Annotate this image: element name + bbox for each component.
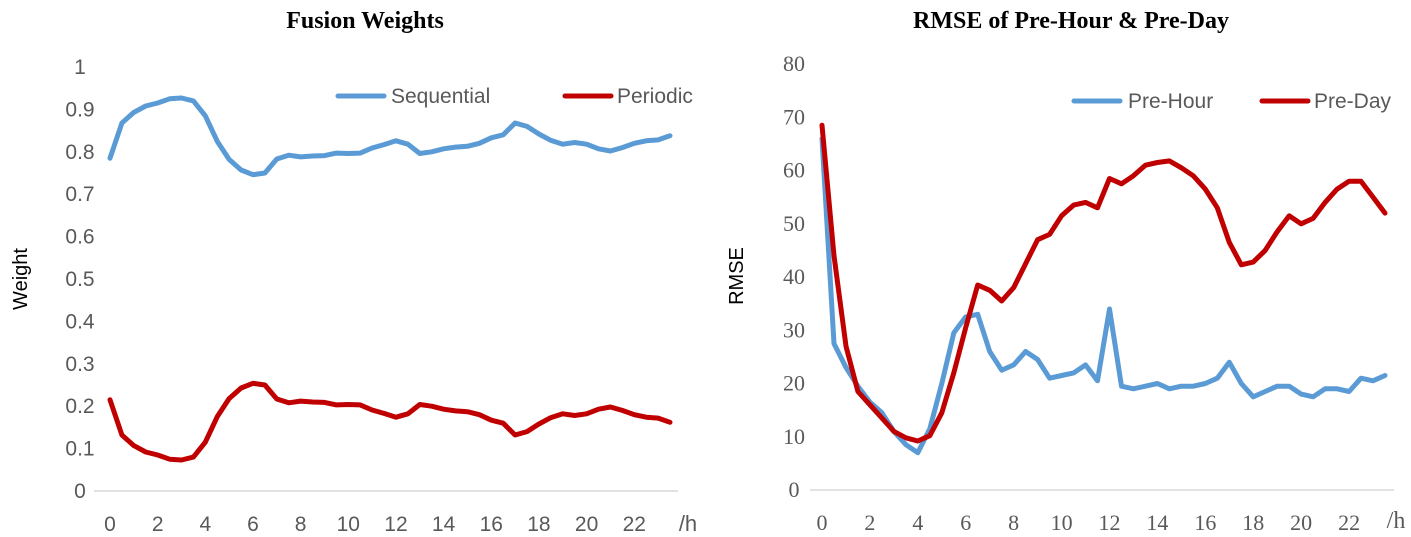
y-axis-label: RMSE [726,247,748,305]
x-tick-label: 12 [1098,510,1120,535]
series-line-pre-hour [819,136,1388,456]
x-tick-label: 0 [817,510,828,535]
x-tick-label: 2 [152,513,164,536]
series-line-periodic [107,380,673,463]
fusion-weights-chart: Fusion Weights Weight 0 0.1 0.2 0.3 0.4 0.5 0.… [10,8,697,536]
y-tick-label: 80 [783,51,805,76]
x-tick-label: 20 [1290,510,1312,535]
y-tick-label: 0.7 [65,183,94,206]
x-tick-label: 6 [960,510,971,535]
y-tick-label: 0.8 [65,141,94,164]
x-tick-label: 8 [1008,510,1019,535]
series-group [819,122,1388,456]
series-line-sequential [107,95,673,178]
chart-title: RMSE of Pre-Hour & Pre-Day [913,8,1229,34]
y-tick-label: 10 [783,424,805,449]
y-tick-label: 0 [789,477,800,502]
legend: Pre-Hour Pre-Day [1071,90,1392,113]
legend: Sequential Periodic [335,85,693,108]
x-tick-label: 6 [247,513,259,536]
x-tick-label: 14 [432,513,456,536]
x-tick-label: 10 [337,513,360,536]
y-tick-label: 40 [783,264,805,289]
y-tick-label: 60 [783,158,805,183]
y-tick-label: 70 [783,104,805,129]
x-tick-label: 2 [864,510,875,535]
x-tick-label: 4 [912,510,923,535]
y-tick-label: 20 [783,371,805,396]
x-tick-label: 12 [384,513,407,536]
x-tick-label: 0 [104,513,116,536]
chart-title: Fusion Weights [286,8,444,34]
x-tick-label: 18 [1242,510,1264,535]
series-line-pre-day [819,122,1388,444]
x-unit-label: /h [1387,508,1406,534]
legend-label-periodic: Periodic [617,85,693,108]
x-tick-label: 14 [1146,510,1168,535]
series-group [107,95,673,463]
y-tick-label: 0.1 [65,438,94,461]
x-tick-label: 22 [1338,510,1360,535]
y-axis-label: Weight [10,248,32,310]
y-tick-label: 0.2 [65,395,94,418]
y-tick-label: 0.3 [65,353,94,376]
y-tick-label: 0.6 [65,226,94,249]
x-tick-label: 10 [1051,510,1073,535]
legend-label-sequential: Sequential [391,85,490,108]
x-tick-label: 8 [295,513,307,536]
x-unit-label: /h [679,511,697,536]
x-tick-label: 16 [1194,510,1216,535]
x-tick-labels: 0 2 4 6 8 10 12 14 16 18 20 22 [817,510,1361,535]
y-tick-label: 0.5 [65,268,94,291]
y-tick-label: 0.4 [65,310,95,333]
y-tick-label: 30 [783,317,805,342]
y-tick-labels: 0 0.1 0.2 0.3 0.4 0.5 0.6 0.7 0.8 0.9 1 [65,56,95,503]
y-tick-label: 1 [74,56,86,79]
x-tick-label: 4 [199,513,211,536]
legend-label-pre-day: Pre-Day [1314,90,1392,113]
x-tick-label: 20 [575,513,598,536]
y-tick-labels: 0 10 20 30 40 50 60 70 80 [783,51,805,502]
rmse-chart: RMSE of Pre-Hour & Pre-Day RMSE 01020304… [726,8,1405,535]
y-tick-label: 0.9 [65,98,94,121]
y-tick-label: 0 [74,480,86,503]
x-tick-label: 16 [480,513,503,536]
x-tick-label: 22 [623,513,646,536]
legend-label-pre-hour: Pre-Hour [1128,90,1213,113]
x-tick-labels: 0 2 4 6 8 10 12 14 16 18 20 22 [104,513,646,536]
y-tick-label: 50 [783,211,805,236]
x-tick-label: 18 [527,513,550,536]
